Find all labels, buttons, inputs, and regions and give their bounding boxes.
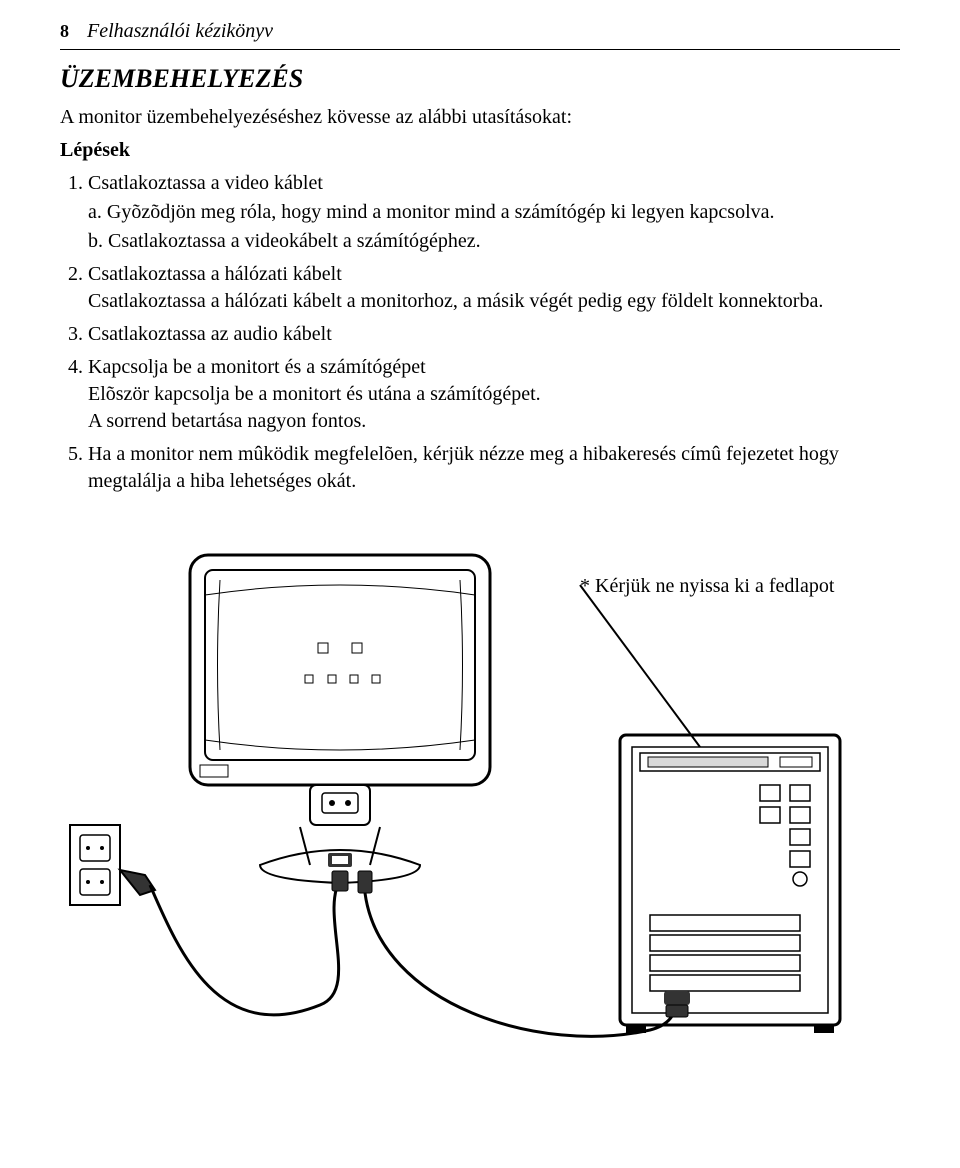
- section-title: ÜZEMBEHELYEZÉS: [60, 64, 900, 94]
- page-header: 8 Felhasználói kézikönyv: [60, 20, 900, 43]
- step-5: Ha a monitor nem mûködik megfelelõen, ké…: [88, 441, 900, 495]
- step-1-b: b. Csatlakoztassa a videokábelt a számít…: [88, 228, 900, 255]
- step-2: Csatlakoztassa a hálózati kábelt Csatlak…: [88, 261, 900, 315]
- step-4-main: Kapcsolja be a monitort és a számítógépe…: [88, 356, 426, 378]
- monitor-icon: [190, 555, 490, 883]
- step-2-main: Csatlakoztassa a hálózati kábelt: [88, 263, 342, 285]
- wall-socket-icon: [70, 825, 120, 905]
- intro-text: A monitor üzembehelyezéséshez kövesse az…: [60, 106, 900, 129]
- step-1: Csatlakoztassa a video káblet a. Gyõzõdj…: [88, 170, 900, 255]
- diagram-callout: * Kérjük ne nyissa ki a fedlapot: [580, 575, 834, 598]
- step-1-a: a. Gyõzõdjön meg róla, hogy mind a monit…: [88, 199, 900, 226]
- header-rule: [60, 49, 900, 50]
- step-4-l2: A sorrend betartása nagyon fontos.: [88, 410, 366, 432]
- step-1-main: Csatlakoztassa a video káblet: [88, 172, 323, 194]
- step-3-main: Csatlakoztassa az audio kábelt: [88, 323, 332, 345]
- step-3: Csatlakoztassa az audio kábelt: [88, 321, 900, 348]
- setup-diagram-svg: [60, 535, 900, 1075]
- step-5-main: Ha a monitor nem mûködik megfelelõen, ké…: [88, 443, 839, 492]
- computer-tower-icon: [620, 735, 840, 1033]
- setup-diagram: * Kérjük ne nyissa ki a fedlapot: [60, 535, 900, 1075]
- page: 8 Felhasználói kézikönyv ÜZEMBEHELYEZÉS …: [0, 0, 960, 1168]
- steps-label: Lépések: [60, 139, 900, 162]
- doc-title: Felhasználói kézikönyv: [87, 20, 273, 43]
- step-4-l1: Elõször kapcsolja be a monitort és utána…: [88, 383, 541, 405]
- steps-list: Csatlakoztassa a video káblet a. Gyõzõdj…: [60, 170, 900, 495]
- step-4: Kapcsolja be a monitort és a számítógépe…: [88, 354, 900, 435]
- power-cable-icon: [120, 870, 348, 1015]
- page-number: 8: [60, 21, 69, 42]
- step-2-detail: Csatlakoztassa a hálózati kábelt a monit…: [88, 290, 823, 312]
